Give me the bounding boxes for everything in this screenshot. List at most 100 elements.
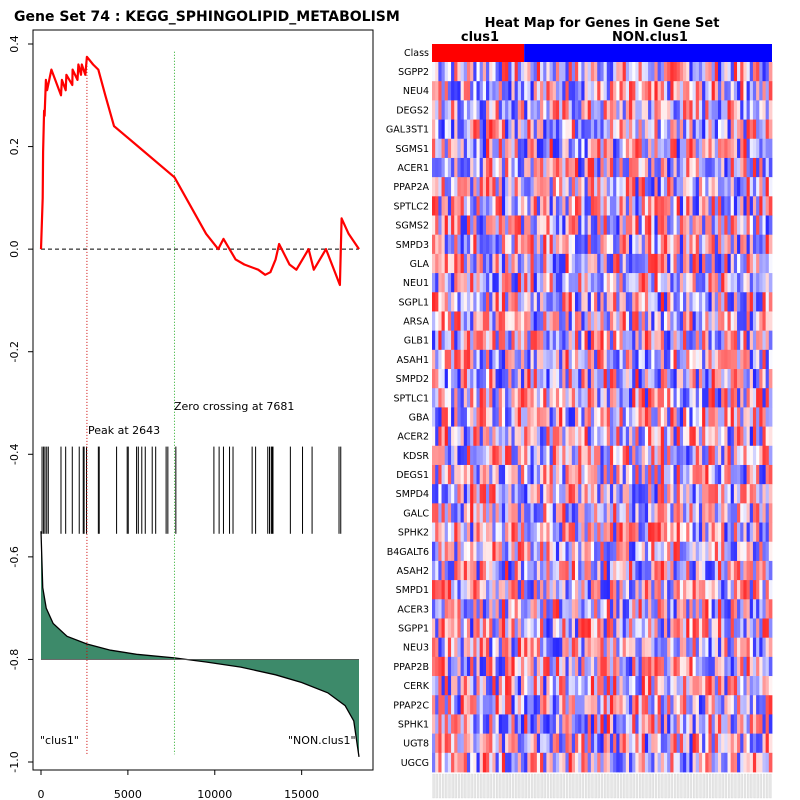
heat-cell <box>568 714 573 735</box>
heat-cell <box>676 733 681 754</box>
heat-cell <box>648 695 652 715</box>
heat-cell <box>654 349 659 370</box>
heat-cell <box>451 484 455 504</box>
heat-cell <box>756 560 760 581</box>
heat-cell <box>648 138 652 159</box>
heat-cell <box>476 119 481 140</box>
heat-cell <box>686 388 690 408</box>
heat-cell <box>616 330 620 351</box>
heat-cell <box>606 138 611 159</box>
heat-cell <box>644 522 649 543</box>
heat-cell <box>555 138 560 159</box>
heat-cell <box>603 157 608 178</box>
heat-cell <box>673 752 678 773</box>
heat-cell <box>654 656 659 677</box>
heat-cell <box>651 618 655 639</box>
heat-cell <box>695 522 700 543</box>
heat-cell <box>743 541 747 562</box>
heat-cell <box>505 752 509 773</box>
heat-cell <box>530 369 535 389</box>
heat-cell <box>574 560 579 581</box>
heat-cell <box>638 349 643 370</box>
heat-cell <box>654 503 659 523</box>
heat-cell <box>479 637 484 658</box>
heat-cell <box>698 81 703 101</box>
heat-cell <box>441 560 446 581</box>
heat-cell <box>482 733 487 754</box>
heat-cell <box>514 560 519 581</box>
heat-cell <box>689 733 693 754</box>
heat-cell <box>603 369 608 389</box>
heat-cell <box>527 157 531 178</box>
heat-cell <box>638 388 643 408</box>
heat-cell <box>594 311 598 332</box>
heat-cell <box>527 81 531 101</box>
heat-cell <box>581 580 585 600</box>
heat-cell <box>752 464 757 485</box>
heat-cell <box>762 157 767 178</box>
heat-cell <box>454 196 458 216</box>
heat-cell <box>543 81 547 101</box>
heat-cell <box>489 695 493 715</box>
heat-cell <box>597 656 601 677</box>
heat-cell <box>600 656 604 677</box>
heat-cell <box>454 445 458 466</box>
heat-cell <box>489 234 493 255</box>
heat-cell <box>517 81 522 101</box>
heat-cell <box>733 580 738 600</box>
heat-cell <box>466 503 471 523</box>
heat-cell <box>432 560 436 581</box>
heat-cell <box>644 62 649 82</box>
heat-cell <box>654 484 659 504</box>
heat-cell <box>451 445 455 466</box>
heat-cell <box>517 618 522 639</box>
heat-cell <box>492 196 496 216</box>
heat-cell <box>714 426 719 447</box>
heat-cell <box>476 407 481 427</box>
heat-cell <box>482 407 487 427</box>
heat-cell <box>717 618 722 639</box>
heat-cell <box>444 215 449 236</box>
heat-cell <box>613 541 617 562</box>
heat-cell <box>613 349 617 370</box>
heat-cell <box>517 714 522 735</box>
heat-cell <box>629 445 633 466</box>
heat-cell <box>609 599 614 619</box>
heat-cell <box>670 407 674 427</box>
heat-cell <box>635 541 639 562</box>
heat-cell <box>600 618 604 639</box>
heat-cell <box>498 580 503 600</box>
heat-cell <box>765 138 770 159</box>
heat-cell <box>768 599 773 619</box>
heat-cell <box>730 426 735 447</box>
heat-cell <box>632 560 636 581</box>
heat-cell <box>619 138 624 159</box>
heat-cell <box>470 330 474 351</box>
heat-cell <box>578 292 582 312</box>
heat-cell <box>711 445 716 466</box>
gene-label: SPHK1 <box>398 720 429 731</box>
y-tick-label: -0.4 <box>8 444 21 465</box>
heat-cell <box>498 484 503 504</box>
heat-cell <box>463 445 468 466</box>
heat-cell <box>562 656 566 677</box>
heat-cell <box>676 695 681 715</box>
heat-cell <box>498 100 503 120</box>
heat-cell <box>679 503 684 523</box>
heat-cell <box>660 292 665 312</box>
heat-cell <box>546 369 550 389</box>
heat-cell <box>463 292 468 312</box>
heat-cell <box>451 369 455 389</box>
heat-cell <box>473 81 477 101</box>
heat-cell <box>679 311 684 332</box>
heat-cell <box>679 637 684 658</box>
heat-cell <box>479 196 484 216</box>
heat-cell <box>540 253 544 274</box>
heat-cell <box>584 330 589 351</box>
heat-cell <box>717 407 722 427</box>
heat-cell <box>660 177 665 197</box>
heat-cell <box>597 253 601 274</box>
heat-cell <box>466 81 471 101</box>
heat-cell <box>568 656 573 677</box>
heat-cell <box>594 580 598 600</box>
